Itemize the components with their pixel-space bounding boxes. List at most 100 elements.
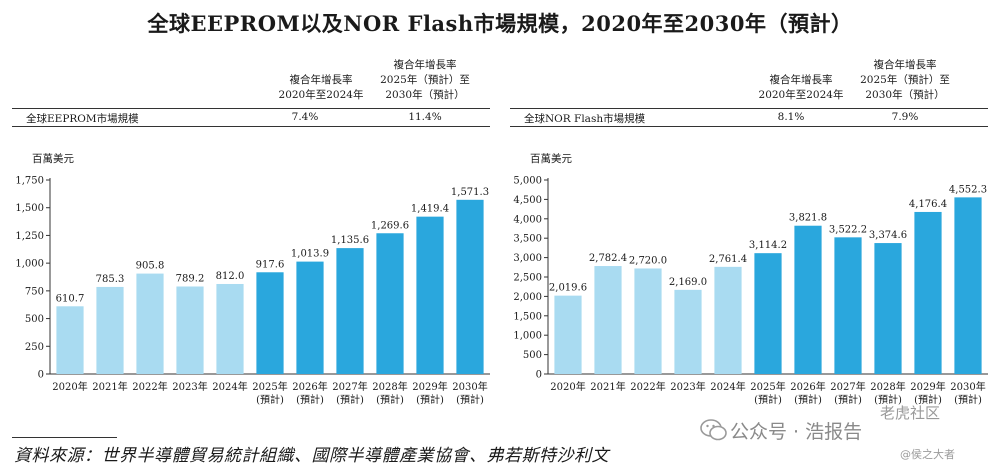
- eeprom-panel: 複合年增長率 2020年至2024年 複合年增長率 2025年（預計）至 203…: [12, 59, 502, 410]
- cagr-2025-2030-value: 11.4%: [408, 111, 442, 123]
- market-row-label: 全球EEPROM市場規模: [26, 113, 139, 125]
- bar-value-label: 917.6: [256, 259, 285, 270]
- bar-2020年: [56, 306, 84, 374]
- y-tick-label: 4,500: [513, 195, 542, 206]
- x-tick-sublabel: (預計): [834, 393, 862, 406]
- bar-2021年: [96, 286, 124, 374]
- x-tick-label: 2021年: [590, 380, 625, 393]
- bar-2021年: [594, 266, 622, 374]
- y-tick-label: 2,000: [513, 292, 542, 303]
- watermark-handle: @侯之大者: [900, 448, 955, 461]
- table-rule-top: [12, 108, 490, 109]
- bar-value-label: 2,019.6: [549, 283, 587, 294]
- bar-2022年: [136, 273, 164, 374]
- x-tick-sublabel: (預計): [754, 393, 782, 406]
- bar-value-label: 4,552.3: [949, 184, 987, 195]
- y-tick-label: 500: [25, 314, 44, 325]
- bar-2030年: [954, 197, 982, 374]
- cagr-2025-2030-value: 7.9%: [891, 111, 919, 123]
- cagr-header-2025-2030: 複合年增長率 2025年（預計）至 2030年（預計）: [860, 59, 950, 101]
- x-tick-label: 2020年: [52, 380, 87, 393]
- market-row-label: 全球NOR Flash市場規模: [524, 113, 646, 125]
- bar-value-label: 1,269.6: [371, 220, 409, 231]
- bar-2020年: [554, 295, 582, 374]
- watermark-site: 老虎社区: [880, 404, 941, 422]
- bar-value-label: 789.2: [176, 274, 205, 285]
- watermark-wechat: 公众号 · 浩报告: [730, 421, 863, 443]
- x-tick-label: 2022年: [630, 380, 665, 393]
- bar-value-label: 3,522.2: [829, 224, 867, 235]
- x-tick-label: 2025年: [750, 380, 785, 393]
- bar-value-label: 2,169.0: [669, 277, 707, 288]
- bar-value-label: 610.7: [56, 293, 85, 304]
- bar-value-label: 2,782.4: [589, 253, 627, 264]
- table-rule-top: [510, 108, 988, 109]
- wechat-icon: [700, 419, 727, 441]
- bar-2027年: [336, 248, 364, 374]
- x-tick-sublabel: (預計): [874, 393, 902, 406]
- x-tick-label: 2023年: [670, 380, 705, 393]
- y-tick-label: 750: [25, 286, 44, 297]
- bar-value-label: 1,419.4: [411, 204, 449, 215]
- bar-2023年: [674, 289, 702, 374]
- y-tick-label: 1,750: [15, 176, 44, 187]
- nor-flash-bar-chart: 0 500 1,000 1,500 2,000 2,500 3,000 3,500 4,000 4…: [513, 176, 988, 406]
- bar-2026年: [296, 261, 324, 374]
- bar-value-label: 1,571.3: [451, 187, 489, 198]
- bar-2026年: [794, 225, 822, 374]
- bar-2025年: [256, 272, 284, 374]
- bar-2023年: [176, 286, 204, 374]
- cagr-header-2020-2024: 複合年增長率 2020年至2024年: [758, 74, 844, 101]
- y-tick-label: 3,000: [513, 253, 542, 264]
- x-tick-label: 2027年: [332, 380, 367, 393]
- x-tick-sublabel: (預計): [336, 393, 364, 406]
- x-tick-label: 2029年: [412, 380, 447, 393]
- y-tick-label: 5,000: [513, 176, 542, 187]
- x-tick-sublabel: (預計): [794, 393, 822, 406]
- x-tick-label: 2028年: [870, 380, 905, 393]
- x-tick-sublabel: (預計): [456, 393, 484, 406]
- y-tick-label: 1,000: [513, 331, 542, 342]
- x-tick-label: 2020年: [550, 380, 585, 393]
- bar-2028年: [874, 243, 902, 374]
- bar-value-label: 1,135.6: [331, 235, 369, 246]
- x-tick-label: 2024年: [212, 380, 247, 393]
- bar-2024年: [216, 283, 244, 374]
- source-note: 資料來源：世界半導體貿易統計組織、國際半導體產業協會、弗若斯特沙利文: [14, 446, 609, 466]
- x-tick-label: 2024年: [710, 380, 745, 393]
- x-tick-label: 2026年: [292, 380, 327, 393]
- x-tick-label: 2030年: [950, 380, 985, 393]
- y-tick-label: 500: [523, 350, 542, 361]
- cagr-header-2020-2024: 複合年增長率 2020年至2024年: [278, 74, 364, 101]
- x-tick-label: 2029年: [910, 380, 945, 393]
- footnote-rule: [12, 437, 117, 438]
- cagr-header-2025-2030: 複合年增長率 2025年（預計）至 2030年（預計）: [380, 59, 470, 101]
- bar-value-label: 1,013.9: [291, 249, 329, 260]
- bar-value-label: 2,761.4: [709, 254, 747, 265]
- bar-2027年: [834, 237, 862, 374]
- bar-value-label: 3,114.2: [749, 240, 787, 251]
- y-axis-unit: 百萬美元: [32, 153, 74, 165]
- table-rule-bottom: [510, 126, 988, 127]
- y-tick-label: 1,250: [15, 231, 44, 242]
- y-tick-label: 2,500: [513, 273, 542, 284]
- y-tick-label: 1,000: [15, 259, 44, 270]
- y-tick-label: 1,500: [15, 203, 44, 214]
- nor-flash-panel: 複合年增長率 2020年至2024年 複合年增長率 2025年（預計）至 203…: [510, 59, 1000, 410]
- bar-value-label: 812.0: [216, 271, 245, 282]
- y-tick-label: 3,500: [513, 234, 542, 245]
- bar-2022年: [634, 268, 662, 374]
- bar-value-label: 3,821.8: [789, 213, 827, 224]
- bar-2030年: [456, 199, 484, 374]
- x-tick-label: 2030年: [452, 380, 487, 393]
- table-rule-bottom: [12, 126, 490, 127]
- x-tick-sublabel: (預計): [296, 393, 324, 406]
- x-tick-label: 2027年: [830, 380, 865, 393]
- y-tick-label: 4,000: [513, 214, 542, 225]
- y-tick-label: 250: [25, 342, 44, 353]
- y-tick-label: 0: [38, 370, 44, 381]
- x-tick-sublabel: (預計): [376, 393, 404, 406]
- x-tick-label: 2028年: [372, 380, 407, 393]
- bar-2029年: [914, 211, 942, 374]
- x-tick-label: 2021年: [92, 380, 127, 393]
